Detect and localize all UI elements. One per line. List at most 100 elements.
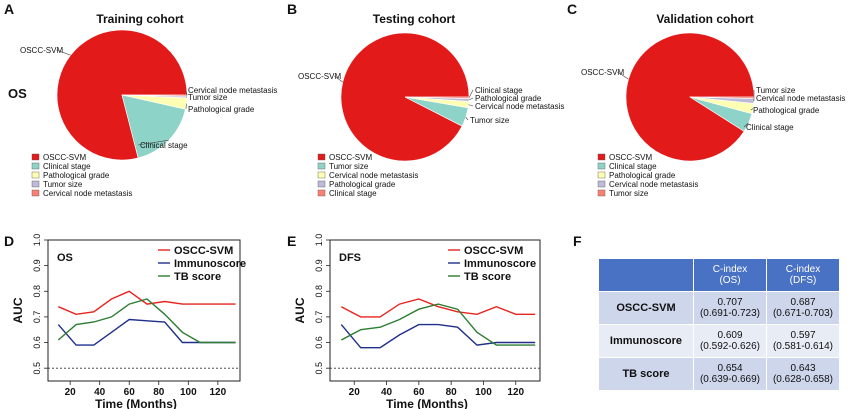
y-tick-label: 0.7 <box>314 311 324 324</box>
legend-entry: Tumor size <box>43 180 83 189</box>
legend-entry: Cervical node metastasis <box>43 189 132 198</box>
y-tick-label: 0.8 <box>32 285 42 298</box>
pie-leader-line <box>465 117 469 121</box>
table-header-os: C-index (OS) <box>693 258 767 292</box>
y-tick-label: 0.5 <box>32 362 42 375</box>
x-tick-label: 120 <box>210 387 227 398</box>
pie-leader-line <box>468 104 474 107</box>
y-tick-label: 0.9 <box>314 259 324 272</box>
x-axis-label: Time (Months) <box>95 397 177 409</box>
legend-entry: Clinical stage <box>329 189 377 198</box>
panel-letter-f: F <box>573 233 582 249</box>
legend-swatch <box>31 180 40 188</box>
pie-slice-label: Cervical node metastasis <box>188 86 277 95</box>
pie-title: Training cohort <box>96 12 183 26</box>
pie-slice-label: Clinical stage <box>475 86 523 95</box>
series-line <box>57 298 236 344</box>
y-tick-label: 1.0 <box>314 234 324 247</box>
legend-swatch <box>597 153 606 161</box>
table-cell-dfs: 0.643 (0.628-0.658) <box>766 357 840 391</box>
x-tick-label: 60 <box>124 387 136 398</box>
legend-entry: Tumor size <box>329 162 369 171</box>
plot-frame <box>329 239 541 382</box>
pie-slice-label: OSCC-SVM <box>298 72 341 81</box>
x-tick-label: 40 <box>381 387 393 398</box>
x-tick-label: 40 <box>94 387 106 398</box>
y-tick-label: 0.6 <box>32 336 42 349</box>
table-header-dfs: C-index (DFS) <box>766 258 840 292</box>
legend-entry: Pathological grade <box>43 171 110 180</box>
pie-slice <box>404 96 470 99</box>
pie-title: Validation cohort <box>656 12 753 26</box>
x-tick-label: 100 <box>180 387 197 398</box>
pie-slice-label: Tumor size <box>188 93 228 102</box>
legend-entry: Immunoscore <box>174 258 246 270</box>
x-tick-label: 20 <box>65 387 77 398</box>
table-row: OSCC-SVM 0.707 (0.691-0.723) 0.687 (0.671-… <box>598 291 840 325</box>
x-tick-label: 80 <box>153 387 165 398</box>
x-tick-label: 80 <box>446 387 458 398</box>
panel-letter-b: B <box>287 1 297 17</box>
pie-slice-label: Tumor size <box>756 86 796 95</box>
panel-letter-e: E <box>287 233 296 249</box>
legend-swatch <box>31 171 40 179</box>
x-axis-label: Time (Months) <box>386 397 468 409</box>
x-tick-label: 100 <box>475 387 492 398</box>
x-tick-label: 20 <box>349 387 361 398</box>
table-row-label: TB score <box>598 357 694 391</box>
table-cell-dfs: 0.597 (0.581-0.614) <box>766 324 840 358</box>
pie-slice-label: Pathological grade <box>753 106 820 115</box>
pie-leader-line <box>468 97 474 101</box>
legend-entry: Pathological grade <box>609 171 676 180</box>
y-tick-label: 0.7 <box>32 311 42 324</box>
table-row: Immunoscore 0.609 (0.592-0.626) 0.597 (0.5… <box>598 324 840 358</box>
table-row-label: Immunoscore <box>598 324 694 358</box>
table-cell-os: 0.707 (0.691-0.723) <box>693 291 767 325</box>
legend-entry: OSCC-SVM <box>43 153 86 162</box>
legend-entry: TB score <box>464 271 511 283</box>
pie-slice-label: Clinical stage <box>140 141 188 150</box>
table-header-empty <box>598 258 694 292</box>
x-tick-label: 60 <box>413 387 425 398</box>
pie-slice-label: OSCC-SVM <box>20 46 63 55</box>
plot-frame <box>47 239 241 382</box>
legend-swatch <box>317 189 326 197</box>
legend-entry: OSCC-SVM <box>609 153 652 162</box>
table-cell-os: 0.609 (0.592-0.626) <box>693 324 767 358</box>
panel-letter-c: C <box>567 1 577 17</box>
panel-letter-a: A <box>4 1 14 17</box>
legend-swatch <box>597 171 606 179</box>
inset-label: OS <box>57 252 73 264</box>
legend-entry: Clinical stage <box>609 162 657 171</box>
pie-leader-line <box>334 75 343 83</box>
pie-slice-label: OSCC-SVM <box>581 68 624 77</box>
pie-slice-label: Clinical stage <box>746 123 794 132</box>
legend-swatch <box>31 162 40 170</box>
pie-slice-label: Cervical node metastasis <box>475 102 564 111</box>
table-row: TB score 0.654 (0.639-0.669) 0.643 (0.628-… <box>598 357 840 391</box>
legend-swatch <box>597 180 606 188</box>
pie-slice-label: Cervical node metastasis <box>756 94 845 103</box>
y-tick-label: 0.6 <box>314 336 324 349</box>
legend-entry: Tumor size <box>609 189 649 198</box>
y-tick-label: 1.0 <box>32 234 42 247</box>
legend-entry: OSCC-SVM <box>329 153 372 162</box>
table-cell-dfs: 0.687 (0.671-0.703) <box>766 291 840 325</box>
legend-swatch <box>597 189 606 197</box>
table-cell-os: 0.654 (0.639-0.669) <box>693 357 767 391</box>
table-row-label: OSCC-SVM <box>598 291 694 325</box>
table-header-row: C-index (OS) C-index (DFS) <box>598 258 840 292</box>
pie-leader-line <box>617 71 629 80</box>
legend-entry: Cervical node metastasis <box>329 171 418 180</box>
inset-label: DFS <box>339 252 361 264</box>
c-index-table: C-index (OS) C-index (DFS) OSCC-SVM 0.707(… <box>598 258 840 391</box>
legend-entry: Immunoscore <box>464 258 536 270</box>
pie-leader-line <box>185 89 188 96</box>
legend-entry: TB score <box>174 271 221 283</box>
legend-swatch <box>317 162 326 170</box>
legend-swatch <box>317 171 326 179</box>
pie-leader-line <box>750 108 754 111</box>
pie-leader-line <box>137 139 169 146</box>
series-line <box>340 298 536 318</box>
legend-entry: Cervical node metastasis <box>609 180 698 189</box>
